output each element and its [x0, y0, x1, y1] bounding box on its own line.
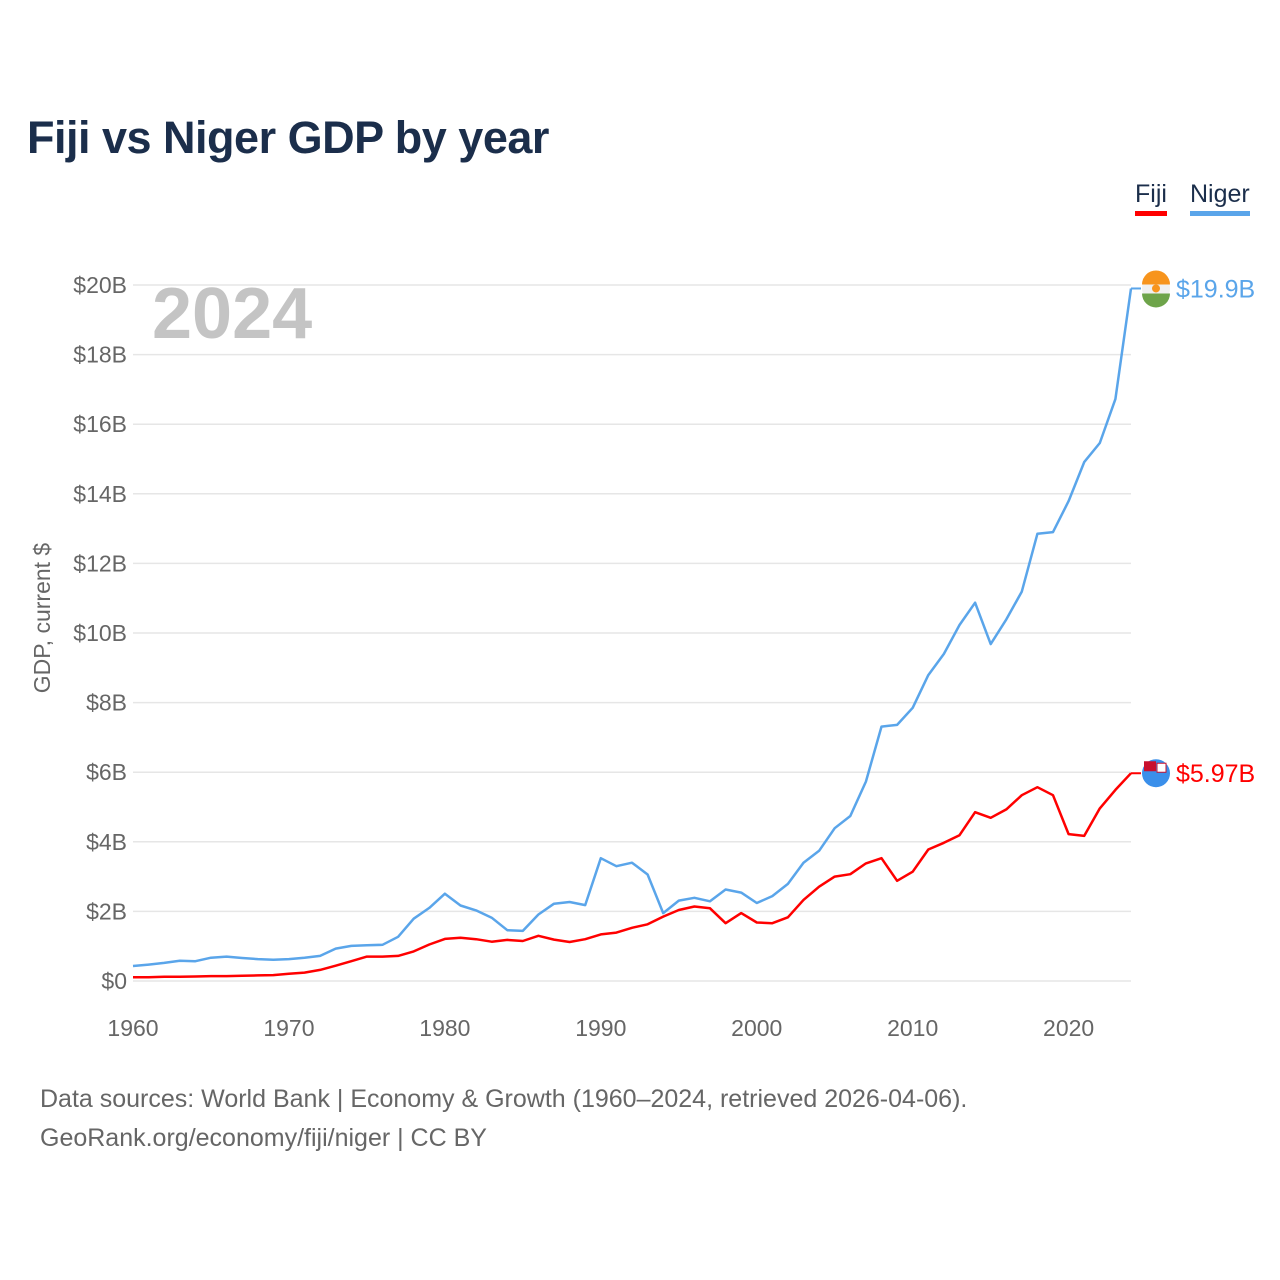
y-tick-label: $16B	[73, 411, 127, 437]
y-tick-label: $2B	[86, 898, 127, 924]
fiji-flag-union	[1144, 761, 1156, 772]
legend-item-fiji[interactable]: Fiji	[1135, 180, 1167, 216]
y-tick-label: $6B	[86, 759, 127, 785]
x-tick-label: 2000	[731, 1015, 782, 1041]
y-tick-label: $10B	[73, 620, 127, 646]
end-value-label-niger: $19.9B	[1176, 275, 1255, 303]
year-watermark: 2024	[152, 274, 312, 354]
y-tick-label: $0	[101, 968, 127, 994]
x-tick-label: 1970	[263, 1015, 314, 1041]
x-tick-label: 2020	[1043, 1015, 1094, 1041]
x-tick-label: 2010	[887, 1015, 938, 1041]
y-tick-label: $8B	[86, 690, 127, 716]
y-tick-label: $12B	[73, 550, 127, 576]
y-tick-label: $4B	[86, 829, 127, 855]
footer-source: Data sources: World Bank | Economy & Gro…	[40, 1085, 968, 1113]
y-tick-label: $18B	[73, 342, 127, 368]
series-line-fiji	[133, 772, 1132, 979]
x-tick-label: 1990	[575, 1015, 626, 1041]
legend-item-niger[interactable]: Niger	[1190, 180, 1250, 216]
end-value-label-fiji: $5.97B	[1176, 760, 1255, 788]
niger-flag-sun	[1152, 284, 1160, 293]
fiji-flag-shield	[1156, 762, 1167, 773]
footer-link[interactable]: GeoRank.org/economy/fiji/niger | CC BY	[40, 1124, 487, 1152]
y-tick-label: $20B	[73, 272, 127, 298]
y-axis-label: GDP, current $	[29, 543, 55, 694]
series-line-niger	[132, 288, 1133, 968]
niger-flag-orange	[1142, 270, 1170, 285]
x-tick-label: 1980	[419, 1015, 470, 1041]
x-tick-label: 1960	[107, 1015, 158, 1041]
y-tick-label: $14B	[73, 481, 127, 507]
chart-title: Fiji vs Niger GDP by year	[27, 112, 549, 163]
niger-flag-green	[1142, 293, 1170, 308]
